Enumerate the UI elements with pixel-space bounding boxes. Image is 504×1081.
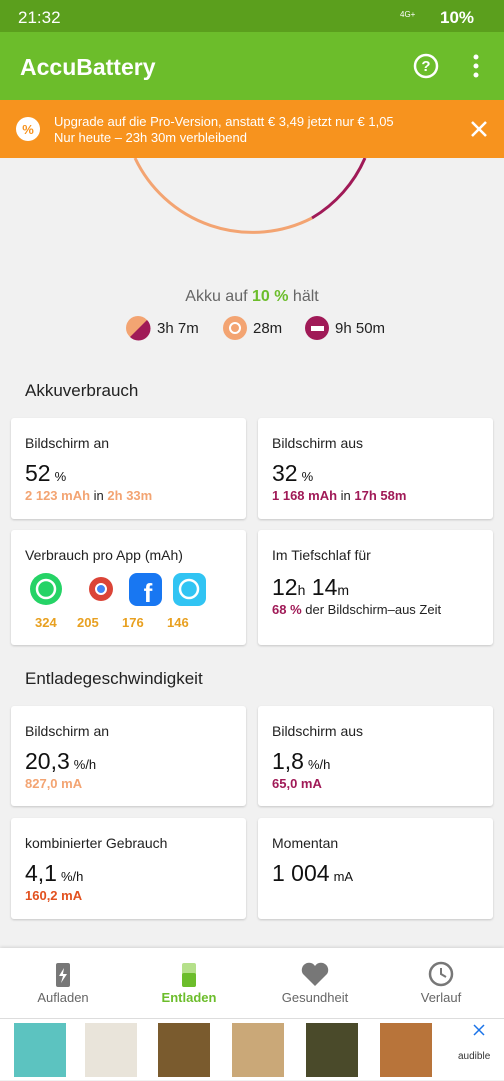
in: in — [93, 488, 104, 503]
banner-line: Nur heute – 23h 30m verbleibend — [54, 130, 247, 145]
card-sub: 827,0 mA — [25, 776, 83, 791]
hero-time: 28m — [253, 320, 283, 337]
nav-item[interactable]: Aufladen — [37, 990, 89, 1005]
section-title: Entladegeschwindigkeit — [25, 669, 203, 688]
battery: 10% — [440, 8, 475, 27]
icon — [126, 316, 151, 341]
value: 20,3 — [25, 748, 70, 774]
card-value: 52% — [25, 460, 66, 487]
percent: 68 % — [272, 602, 302, 617]
hero-time: 3h 7m — [157, 320, 199, 337]
unit: h — [297, 582, 306, 598]
bottom-nav — [0, 948, 504, 1018]
card-label: Momentan — [272, 835, 339, 851]
network: 4G+ — [400, 10, 416, 19]
svg-text:%: % — [22, 122, 34, 137]
nav-item[interactable]: Entladen — [161, 990, 217, 1005]
svg-text:f: f — [144, 578, 153, 608]
card-sub: 68 % der Bildschirm–aus Zeit — [272, 602, 441, 617]
section-title: Akkuverbrauch — [25, 381, 139, 400]
card-label: Bildschirm aus — [272, 435, 364, 451]
card-value: 20,3 %/h — [25, 748, 96, 775]
hero-level: 10 % — [252, 288, 289, 305]
card-sub: 65,0 mA — [272, 776, 322, 791]
nav-item[interactable]: Gesundheit — [281, 990, 349, 1005]
app-bar: AccuBattery ? — [0, 32, 504, 100]
card-value: 4,1 %/h — [25, 860, 83, 887]
app-value: 176 — [122, 615, 144, 630]
card-sub: 160,2 mA — [25, 888, 83, 903]
card-label: Im Tiefschlaf für — [272, 547, 371, 563]
card[interactable]: Verbrauch pro App (mAh) f 324 205 176 14… — [11, 530, 246, 645]
app-value: 146 — [167, 615, 189, 630]
card[interactable]: Bildschirm aus 32% 1 168 mAh in 17h 58m — [258, 418, 493, 519]
time: 2h 33m — [107, 488, 153, 503]
text: der Bildschirm–aus Zeit — [305, 602, 442, 617]
value: 14 — [311, 574, 338, 600]
app-value: 205 — [77, 615, 99, 630]
value: 1 004 — [272, 860, 330, 886]
app-actions[interactable]: ? — [412, 52, 492, 80]
unit: %/h — [73, 757, 97, 772]
value: 12 — [272, 574, 298, 600]
ad-covers — [14, 1023, 485, 1077]
card-label: Verbrauch pro App (mAh) — [25, 547, 183, 563]
value: 1,8 — [272, 748, 304, 774]
card[interactable]: Bildschirm an 52% 2 123 mAh in 2h 33m — [11, 418, 246, 519]
card-sub: 2 123 mAh in 2h 33m — [25, 488, 152, 503]
hero-text: hält — [292, 288, 319, 305]
nav-item[interactable]: Verlauf — [420, 990, 462, 1005]
card[interactable]: kombinierter Gebrauch 4,1 %/h 160,2 mA — [11, 818, 246, 919]
mah: 2 123 mAh — [25, 488, 91, 503]
card-label: Bildschirm an — [25, 723, 110, 739]
card[interactable]: Im Tiefschlaf für 12h 14m 68 % der Bilds… — [258, 530, 493, 645]
app-icons: f — [30, 573, 206, 608]
in: in — [340, 488, 351, 503]
card[interactable]: Momentan 1 004 mA — [258, 818, 493, 919]
app-value: 324 — [35, 615, 57, 630]
card-value: 32% — [272, 460, 313, 487]
icon — [305, 316, 329, 340]
card-sub: 1 168 mAh in 17h 58m — [272, 488, 406, 503]
ad-brand: audible — [458, 1051, 491, 1062]
card-value: 12h 14m — [272, 574, 349, 601]
card-label: kombinierter Gebrauch — [25, 835, 168, 851]
card-label: Bildschirm aus — [272, 723, 364, 739]
banner-icon: % — [16, 117, 40, 141]
icon — [223, 316, 247, 340]
unit: % — [54, 469, 67, 484]
nav-icons — [56, 961, 454, 987]
unit: mA — [333, 869, 354, 884]
app-title: AccuBattery — [20, 54, 156, 80]
card[interactable]: Bildschirm an 20,3 %/h 827,0 mA — [11, 706, 246, 806]
unit: %/h — [307, 757, 331, 772]
svg-text:?: ? — [421, 58, 430, 75]
banner-line: Upgrade auf die Pro-Version, anstatt € 3… — [54, 114, 394, 129]
ad-banner[interactable]: audible — [0, 1018, 504, 1080]
unit: %/h — [60, 869, 84, 884]
card-value: 1,8 %/h — [272, 748, 330, 775]
card[interactable]: Bildschirm aus 1,8 %/h 65,0 mA — [258, 706, 493, 806]
hero: Akku auf 10 % hält — [0, 288, 504, 306]
value: 52 — [25, 460, 51, 486]
close[interactable] — [470, 120, 488, 138]
battery-ring — [133, 158, 367, 234]
banner[interactable]: % Upgrade auf die Pro-Version, anstatt €… — [0, 100, 504, 158]
hero-text: Akku auf — [185, 288, 248, 305]
value: 32 — [272, 460, 298, 486]
value: 4,1 — [25, 860, 57, 886]
unit: % — [301, 469, 314, 484]
card-value: 1 004 mA — [272, 860, 353, 887]
time: 17h 58m — [354, 488, 407, 503]
card-label: Bildschirm an — [25, 435, 110, 451]
mah: 1 168 mAh — [272, 488, 338, 503]
unit: m — [337, 582, 350, 598]
status-bar: 21:32 4G+ 10% — [0, 0, 504, 32]
time: 21:32 — [18, 8, 61, 27]
hero-time: 9h 50m — [335, 320, 386, 337]
